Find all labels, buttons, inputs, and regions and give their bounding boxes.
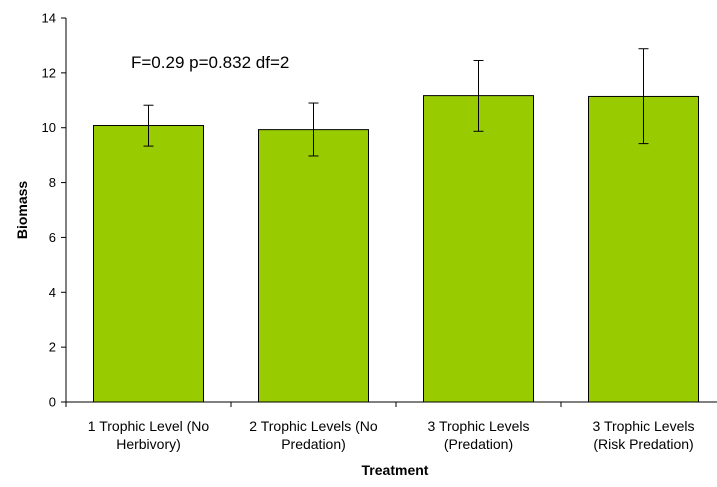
y-tick-label: 10	[42, 120, 56, 135]
y-tick-label: 2	[49, 340, 56, 355]
bar	[93, 125, 204, 403]
bar	[423, 95, 534, 403]
y-tick-label: 0	[49, 395, 56, 410]
y-tick-label: 6	[49, 230, 56, 245]
x-axis-title: Treatment	[362, 462, 429, 478]
x-category-label: 3 Trophic Levels (Predation)	[428, 418, 530, 452]
x-axis-ticks	[65, 402, 562, 407]
bars	[93, 95, 699, 403]
y-tick-label: 14	[42, 11, 56, 26]
x-category-label: 3 Trophic Levels (Risk Predation)	[593, 418, 695, 452]
y-axis-title: Biomass	[14, 181, 30, 240]
bar	[588, 95, 699, 403]
error-bars	[143, 48, 649, 157]
y-tick-label: 4	[49, 285, 56, 300]
annotation: F=0.29 p=0.832 df=2	[131, 53, 289, 72]
y-tick-label: 12	[42, 65, 56, 80]
y-tick-label: 8	[49, 175, 56, 190]
x-axis-category-labels: 1 Trophic Level (No Herbivory) 2 Trophic L…	[88, 418, 695, 452]
x-category-label: 2 Trophic Levels (No Predation)	[249, 418, 378, 452]
bar	[258, 129, 369, 403]
y-axis-ticks: 0 2 4 6 8 10 12 14	[42, 11, 66, 410]
x-category-label: 1 Trophic Level (No Herbivory)	[88, 418, 210, 452]
